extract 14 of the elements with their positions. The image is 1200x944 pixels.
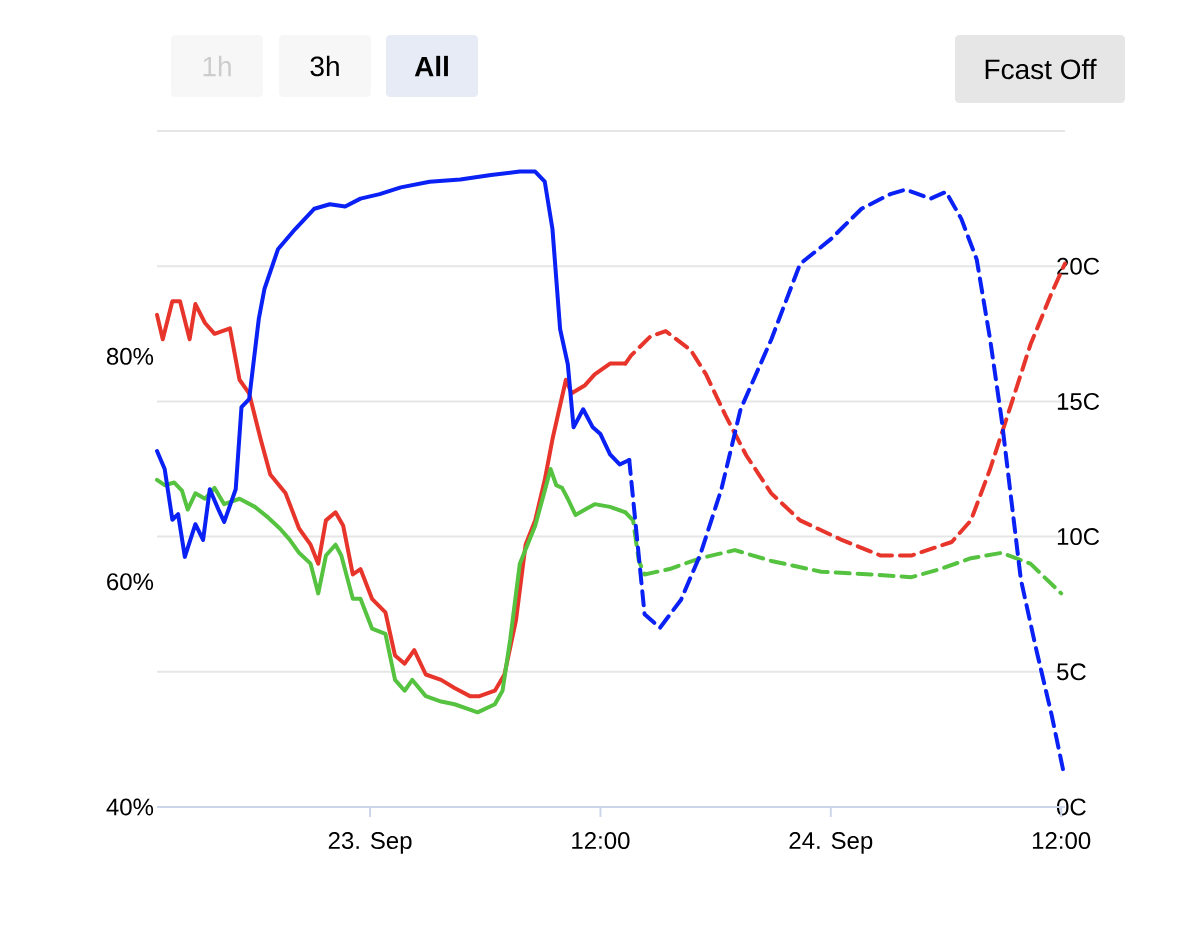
x-tick-label: 12:00 — [1032, 832, 1091, 850]
x-tick-label: 23. Sep — [328, 832, 412, 854]
y-tick-label: 60% — [107, 573, 154, 591]
y-tick-label: 40% — [106, 798, 154, 816]
x-tick-label: 24. Sep — [789, 832, 873, 854]
y-tick-label: 80% — [106, 347, 154, 365]
text: All — [414, 55, 448, 77]
y2-tick-label: 15C — [1057, 392, 1100, 410]
x-tick-label: 12:00 — [572, 832, 630, 850]
y2-tick-label: 5C — [1057, 663, 1086, 681]
text: Fcast Off — [985, 58, 1097, 80]
y2-tick-label: 0C — [1057, 798, 1086, 816]
y2-tick-label: 10C — [1057, 528, 1100, 546]
text: 3h — [310, 55, 339, 77]
